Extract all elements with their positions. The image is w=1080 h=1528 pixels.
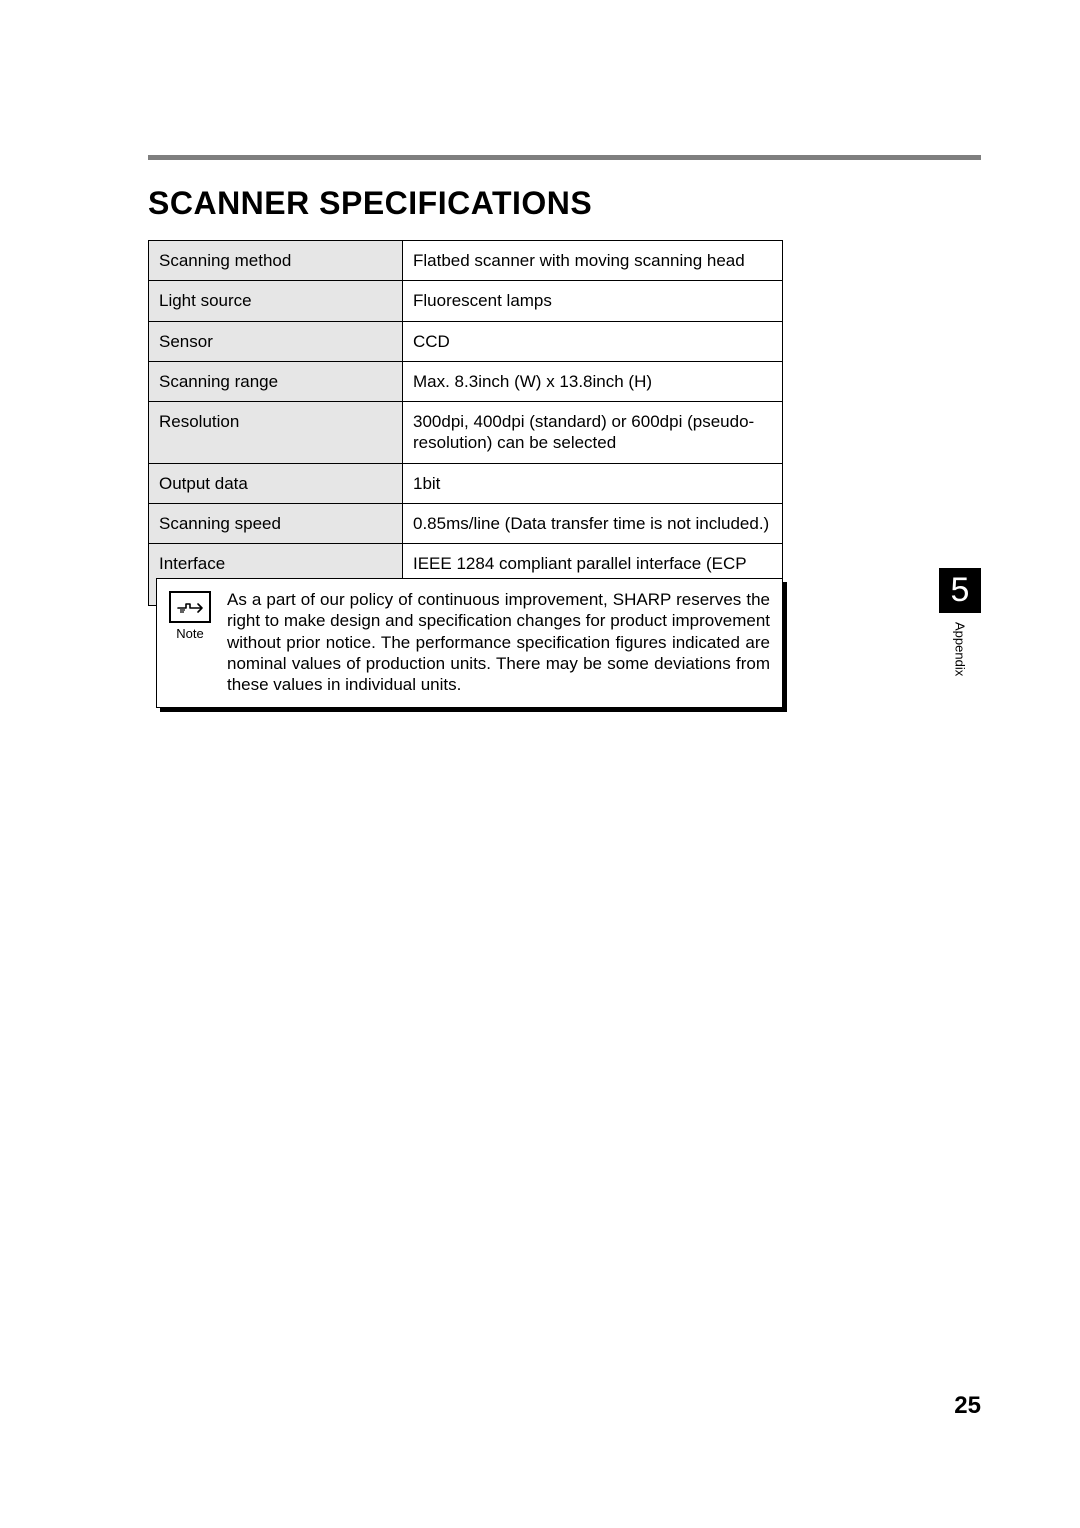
spec-value: CCD: [403, 321, 783, 361]
table-row: Light source Fluorescent lamps: [149, 281, 783, 321]
section-number-tab: 5: [939, 568, 981, 613]
spec-value: 0.85ms/line (Data transfer time is not i…: [403, 503, 783, 543]
page-title: SCANNER SPECIFICATIONS: [148, 185, 592, 222]
spec-label: Resolution: [149, 402, 403, 464]
note-label: Note: [176, 626, 203, 641]
table-row: Scanning range Max. 8.3inch (W) x 13.8in…: [149, 361, 783, 401]
section-label: Appendix: [953, 622, 968, 676]
spec-label: Output data: [149, 463, 403, 503]
specifications-table: Scanning method Flatbed scanner with mov…: [148, 240, 783, 606]
spec-value: Fluorescent lamps: [403, 281, 783, 321]
page-number: 25: [954, 1392, 981, 1420]
spec-value: Max. 8.3inch (W) x 13.8inch (H): [403, 361, 783, 401]
spec-value: 300dpi, 400dpi (standard) or 600dpi (pse…: [403, 402, 783, 464]
spec-label: Light source: [149, 281, 403, 321]
hand-pointing-icon: [169, 591, 211, 623]
spec-label: Scanning speed: [149, 503, 403, 543]
section-label-wrap: Appendix: [939, 622, 981, 681]
note-icon-wrap: Note: [169, 591, 211, 641]
table-row: Scanning method Flatbed scanner with mov…: [149, 241, 783, 281]
table-row: Output data 1bit: [149, 463, 783, 503]
table-row: Scanning speed 0.85ms/line (Data transfe…: [149, 503, 783, 543]
spec-value: Flatbed scanner with moving scanning hea…: [403, 241, 783, 281]
spec-label: Sensor: [149, 321, 403, 361]
spec-value: 1bit: [403, 463, 783, 503]
note-box: Note As a part of our policy of continuo…: [156, 578, 783, 708]
spec-label: Scanning range: [149, 361, 403, 401]
table-row: Resolution 300dpi, 400dpi (standard) or …: [149, 402, 783, 464]
table-row: Sensor CCD: [149, 321, 783, 361]
spec-label: Scanning method: [149, 241, 403, 281]
top-rule: [148, 155, 981, 160]
section-number: 5: [951, 571, 970, 610]
note-text: As a part of our policy of continuous im…: [227, 589, 770, 695]
